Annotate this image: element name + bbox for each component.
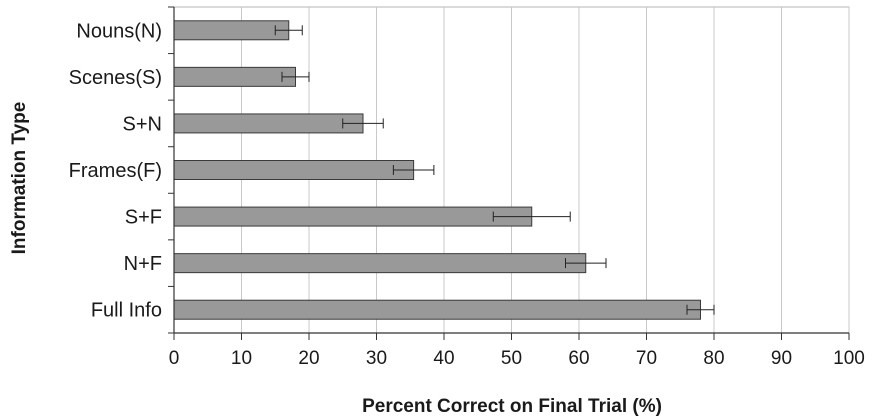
bar	[173, 253, 587, 274]
category-label: Frames(F)	[69, 160, 162, 182]
x-tick-label: 10	[231, 348, 252, 369]
x-tick-label: 0	[169, 348, 180, 369]
x-tick-label: 60	[568, 348, 589, 369]
bar	[173, 113, 364, 134]
category-label: N+F	[124, 253, 162, 275]
x-tick-label: 90	[771, 348, 792, 369]
bar	[173, 299, 701, 320]
category-label: S+N	[123, 113, 162, 135]
x-tick-label: 20	[298, 348, 319, 369]
x-tick-label: 50	[501, 348, 522, 369]
bar	[173, 206, 533, 227]
bar	[173, 160, 415, 180]
bars	[173, 20, 715, 320]
y-axis-title: Information Type	[9, 102, 30, 255]
category-label: Full Info	[91, 300, 162, 322]
axes	[168, 6, 850, 340]
bar	[173, 20, 290, 41]
x-axis-title: Percent Correct on Final Trial (%)	[362, 396, 662, 417]
x-tick-label: 100	[833, 348, 865, 369]
labels: 0 10 20 30 40 50 60 70 80 90 100 Nouns(N) Scenes(S) S…	[69, 20, 865, 369]
bar	[173, 66, 296, 87]
category-label: Scenes(S)	[69, 67, 162, 89]
x-tick-label: 40	[433, 348, 454, 369]
x-tick-label: 70	[636, 348, 657, 369]
x-tick-label: 30	[366, 348, 387, 369]
category-label: S+F	[125, 207, 162, 229]
category-label: Nouns(N)	[76, 20, 162, 42]
x-tick-label: 80	[703, 348, 724, 369]
